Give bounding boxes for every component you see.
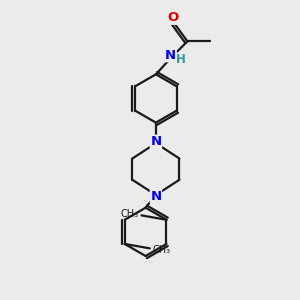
Text: O: O (167, 11, 178, 24)
Text: CH₃: CH₃ (152, 245, 170, 255)
Text: N: N (150, 135, 161, 148)
Text: N: N (150, 190, 161, 203)
Text: N: N (165, 49, 176, 62)
Text: H: H (176, 53, 186, 66)
Text: CH₃: CH₃ (121, 209, 139, 219)
